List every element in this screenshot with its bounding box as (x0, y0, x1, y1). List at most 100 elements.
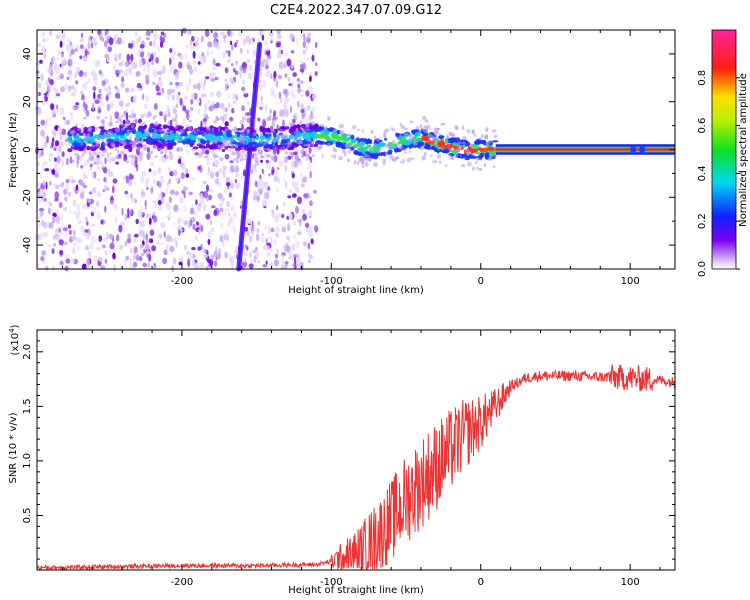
spectrogram-noise-blob (118, 69, 123, 74)
spectrogram-halo-blob (403, 151, 407, 154)
snr-multiplier-text: (x104) (8, 324, 21, 355)
spectrogram-noise-blob (151, 81, 156, 85)
spectrogram-noise-blob (221, 148, 226, 153)
spectrogram-halo-blob (230, 128, 235, 132)
spectrogram-halo-blob (440, 123, 444, 126)
spectrogram-noise-blob (292, 181, 297, 189)
spectrogram-noise-blob (145, 74, 150, 81)
spectrogram-noise-blob (169, 235, 173, 243)
spectrogram-ridge-blob (141, 128, 145, 134)
spectrogram-noise-blob (187, 258, 190, 266)
spectrogram-noise-blob (256, 228, 260, 234)
spectrogram-noise-blob (152, 69, 158, 78)
spectrogram-halo-blob (423, 125, 427, 129)
spectrogram-ridge-blob (125, 132, 130, 137)
spectrogram-noise-blob (108, 37, 114, 46)
spectrogram-noise-blob (233, 228, 236, 234)
spectrogram-halo-blob (444, 164, 448, 167)
spectrogram-noise-blob (283, 64, 287, 69)
spectrogram-noise-blob (223, 37, 226, 43)
spectrogram-halo-blob (271, 121, 274, 126)
spectrogram-halo-blob (382, 158, 387, 163)
spectrogram-noise-blob (152, 40, 156, 48)
spectrogram-noise-blob (150, 262, 153, 266)
spectrogram-noise-blob (307, 163, 312, 170)
spectrogram-halo-blob (434, 130, 440, 135)
spectrogram-noise-blob (233, 100, 237, 105)
spectrogram-halo-blob (471, 129, 476, 134)
spectrogram-halo-blob (83, 132, 87, 137)
spectrogram-noise-blob (98, 69, 103, 75)
spectrogram-noise-blob (299, 80, 304, 84)
spectrogram-halo-blob (152, 115, 156, 121)
spectrogram-noise-blob (180, 172, 185, 180)
spectrogram-noise-blob (197, 246, 202, 251)
spectrogram-noise-blob (168, 196, 172, 203)
spectrogram-halo-blob (125, 120, 129, 124)
spectrogram-noise-blob (275, 168, 278, 177)
spectrogram-noise-blob (145, 233, 148, 242)
spectrogram-halo-blob (280, 133, 285, 138)
spectrogram-x-ticks: -200 -100 0 100 (61, 30, 661, 287)
spectrogram-noise-blob (121, 40, 125, 45)
spectrogram-halo-blob (91, 144, 96, 148)
spectrogram-ridge-blob (142, 138, 147, 142)
spectrogram-noise-blob (190, 92, 196, 100)
spectrogram-noise-blob (74, 72, 77, 79)
spectrogram-noise-blob (159, 179, 165, 183)
spectrogram-halo-blob (462, 136, 467, 141)
spectrogram-halo-blob (257, 149, 261, 152)
spectrogram-noise-blob (142, 93, 145, 100)
spectrogram-noise-blob (209, 72, 212, 79)
spectrogram-noise-blob (262, 264, 268, 268)
y-tick-label: 0 (22, 146, 33, 152)
spectrogram-halo-blob (120, 114, 125, 118)
spectrogram-noise-blob (61, 159, 65, 167)
spectrogram-ridge-blob (280, 141, 286, 147)
spectrogram-noise-blob (115, 161, 119, 165)
spectrogram-noise-blob (261, 168, 265, 174)
spectrogram-noise-blob (282, 178, 286, 182)
spectrogram-noise-blob (92, 207, 97, 214)
spectrogram-noise-blob (100, 100, 104, 107)
spectrogram-noise-blob (138, 209, 143, 217)
spectrogram-halo-blob (415, 126, 420, 130)
spectrogram-halo-blob (128, 136, 132, 141)
spectrogram-noise-blob (185, 149, 190, 156)
spectrogram-noise-blob (146, 152, 151, 161)
spectrogram-halo-blob (293, 138, 296, 143)
spectrogram-noise-blob (48, 222, 54, 229)
snr-line-group (36, 364, 676, 571)
spectrogram-noise-blob (275, 226, 280, 234)
snr-y-axis-label: SNR (10 * v/v) (8, 412, 19, 483)
spectrogram-noise-blob (202, 180, 207, 185)
spectrogram-noise-blob (106, 152, 109, 157)
spectrogram-noise-blob (245, 35, 250, 43)
spectrogram-halo-blob (263, 140, 269, 143)
spectrogram-halo-blob (364, 161, 369, 167)
spectrogram-halo-blob (95, 126, 99, 131)
spectrogram-noise-blob (68, 210, 73, 214)
spectrogram-noise-blob (239, 47, 243, 54)
spectrogram-noise-blob (93, 80, 98, 86)
spectrogram-halo-blob (213, 120, 218, 124)
spectrogram-noise-blob (97, 237, 100, 243)
spectrogram-noise-blob (175, 81, 180, 86)
spectrogram-noise-blob (192, 60, 196, 65)
spectrogram-halo-blob (290, 122, 296, 126)
spectrogram-noise-blob (73, 242, 76, 247)
spectrogram-halo-blob (116, 127, 120, 133)
spectrogram-noise-blob (192, 84, 198, 89)
spectrogram-halo-blob (158, 140, 162, 143)
spectrogram-ridge-blob (182, 140, 186, 145)
spectrogram-noise-blob (203, 249, 209, 254)
colorbar-label: Normalized spectral amplitude (738, 73, 749, 227)
spectrogram-noise-blob (271, 209, 274, 213)
spectrogram-noise-blob (284, 164, 288, 172)
spectrogram-ridge-blob (284, 126, 290, 130)
spectrogram-noise-blob (148, 58, 151, 63)
spectrogram-noise-blob (142, 262, 148, 268)
spectrogram-noise-blob (219, 102, 225, 110)
spectrogram-noise-blob (282, 254, 285, 260)
spectrogram-noise-blob (270, 36, 273, 43)
